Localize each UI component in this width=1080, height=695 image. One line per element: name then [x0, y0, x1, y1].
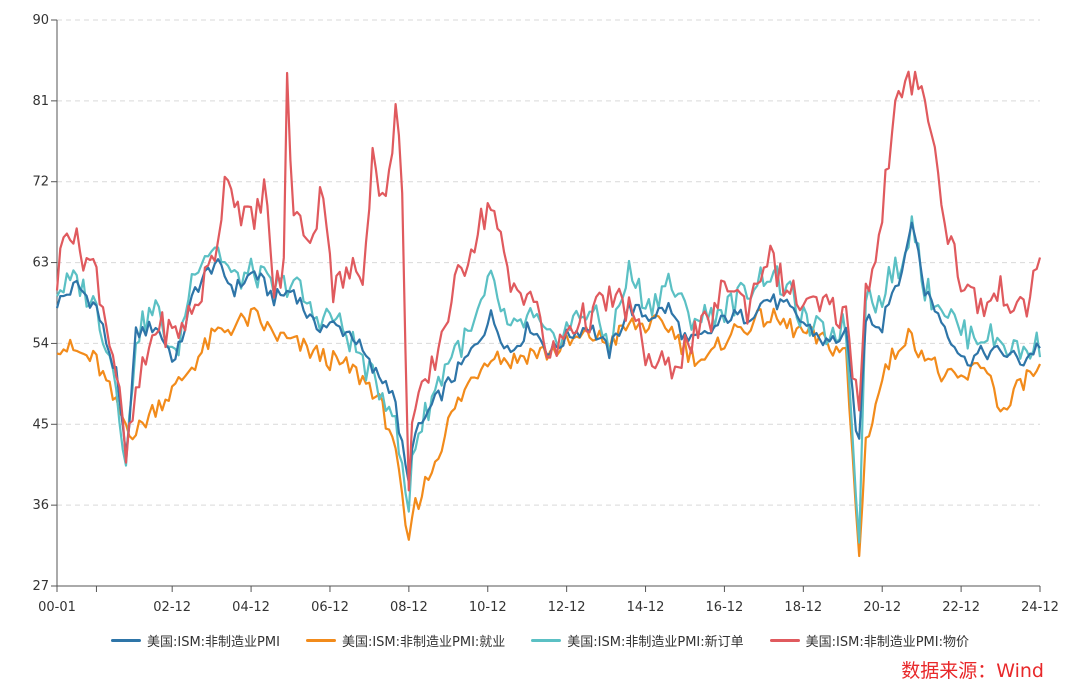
legend-item-prices: 美国:ISM:非制造业PMI:物价 [769, 628, 969, 652]
y-tick-label: 81 [32, 94, 49, 109]
series-lines [55, 70, 1042, 558]
legend-label-employment: 美国:ISM:非制造业PMI:就业 [341, 634, 506, 650]
x-tick-label: 22-12 [942, 600, 980, 615]
y-tick-label: 54 [32, 336, 49, 351]
x-tick-label: 00-01 [38, 600, 76, 615]
axes: 27 36 45 54 63 72 81 90 00-01 02-12 04-12 06-12 08-1… [32, 13, 1058, 615]
y-tick-label: 72 [32, 175, 49, 190]
legend: 美国:ISM:非制造业PMI 美国:ISM:非制造业PMI:就业 美国:ISM:… [0, 628, 1080, 652]
y-tick-label: 27 [32, 579, 49, 594]
y-tick-label: 63 [32, 256, 49, 271]
series-line-2 [56, 215, 1042, 544]
series-line-0 [55, 221, 1041, 484]
line-chart: 27 36 45 54 63 72 81 90 00-01 02-12 04-12 06-12 08-1… [32, 13, 1058, 615]
legend-item-new-orders: 美国:ISM:非制造业PMI:新订单 [531, 628, 744, 652]
series-line-3 [55, 70, 1042, 492]
y-tick-label: 45 [32, 417, 49, 432]
x-tick-label: 24-12 [1021, 600, 1059, 615]
legend-label-prices: 美国:ISM:非制造业PMI:物价 [805, 634, 969, 650]
source-note: 数据来源：Wind [901, 660, 1044, 682]
x-tick-label: 12-12 [548, 600, 586, 615]
legend-item-pmi: 美国:ISM:非制造业PMI [111, 628, 280, 652]
grid-lines [57, 19, 1040, 506]
x-tick-label: 08-12 [390, 600, 428, 615]
legend-swatch-prices [769, 638, 800, 642]
x-tick-label: 16-12 [706, 600, 744, 615]
x-tick-label: 02-12 [153, 600, 191, 615]
series-line-1 [56, 306, 1041, 558]
legend-label-new-orders: 美国:ISM:非制造业PMI:新订单 [567, 634, 744, 650]
y-tick-label: 90 [32, 13, 49, 28]
legend-swatch-employment [305, 638, 336, 642]
legend-label-pmi: 美国:ISM:非制造业PMI [147, 634, 280, 650]
x-tick-label: 18-12 [784, 600, 822, 615]
legend-swatch-new-orders [531, 638, 562, 642]
y-tick-label: 36 [32, 498, 49, 513]
legend-item-employment: 美国:ISM:非制造业PMI:就业 [305, 628, 506, 652]
x-tick-label: 10-12 [469, 600, 507, 615]
x-tick-label: 20-12 [863, 600, 901, 615]
x-tick-label: 06-12 [311, 600, 349, 615]
legend-swatch-pmi [111, 638, 141, 642]
x-tick-label: 04-12 [232, 600, 270, 615]
x-tick-label: 14-12 [627, 600, 665, 615]
